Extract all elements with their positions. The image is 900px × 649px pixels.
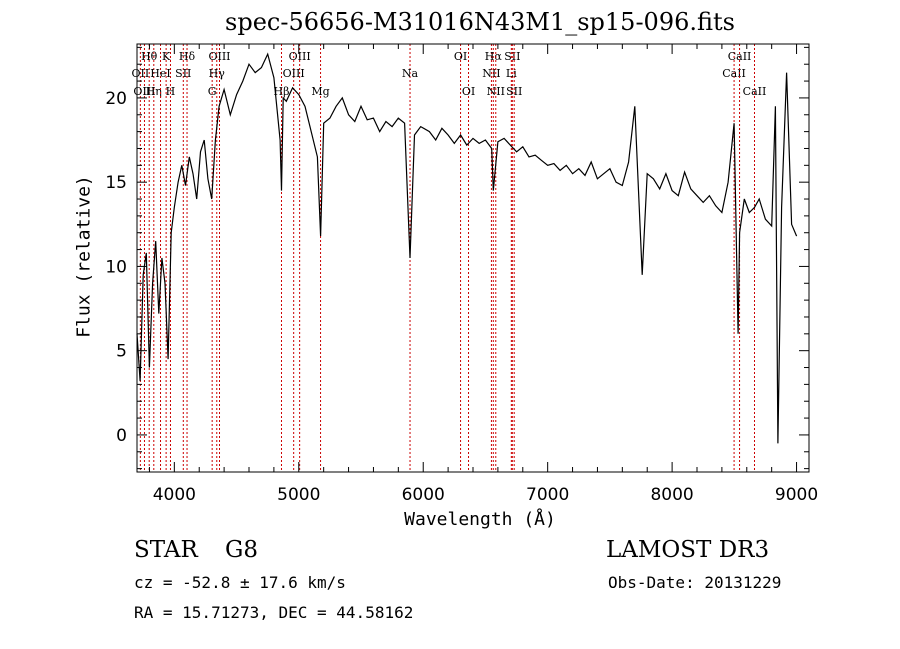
- x-axis-label: Wavelength (Å): [404, 509, 556, 530]
- line-marker-label-21: NII: [487, 85, 505, 98]
- line-marker-label-19: NII: [482, 67, 500, 80]
- obs-date: Obs-Date: 20131229: [608, 573, 782, 592]
- line-marker-label-12: Hβ: [274, 85, 290, 98]
- line-marker-label-16: Na: [402, 67, 419, 80]
- x-tick-label-5: 9000: [775, 485, 818, 505]
- object-class: STAR: [134, 537, 198, 563]
- coordinates-text: RA = 15.71273, DEC = 44.58162: [134, 603, 414, 622]
- line-marker-label-14: OIII: [289, 50, 311, 63]
- line-marker-label-6: H: [166, 85, 176, 98]
- y-tick-label-1: 5: [116, 342, 127, 362]
- line-marker-label-24: SII: [506, 85, 522, 98]
- line-marker-label-27: CaII: [743, 85, 767, 98]
- line-marker-label-7: SII: [175, 67, 191, 80]
- line-marker-label-26: CaII: [728, 50, 752, 63]
- line-marker-label-20: Hα: [485, 50, 503, 63]
- survey-name: LAMOST DR3: [606, 537, 770, 563]
- x-tick-label-1: 5000: [277, 485, 320, 505]
- x-tick-label-0: 4000: [153, 485, 196, 505]
- line-marker-label-4: HeI: [150, 67, 170, 80]
- line-marker-label-15: Mg: [311, 85, 329, 98]
- line-marker-label-23: Li: [506, 67, 517, 80]
- line-marker-label-9: G: [208, 85, 217, 98]
- redshift-text: cz = -52.8 ± 17.6 km/s: [134, 573, 346, 592]
- line-marker-label-25: CaII: [722, 67, 746, 80]
- x-tick-label-3: 7000: [526, 485, 569, 505]
- x-tick-label-4: 8000: [650, 485, 693, 505]
- y-tick-label-2: 10: [105, 257, 127, 277]
- spectrum-line: [136, 52, 798, 444]
- plot-frame: [136, 43, 810, 473]
- y-tick-label-0: 0: [116, 426, 127, 446]
- chart-title: spec-56656-M31016N43M1_sp15-096.fits: [225, 8, 735, 36]
- object-subclass: G8: [225, 537, 259, 563]
- y-tick-label-3: 15: [105, 173, 127, 193]
- line-marker-label-11: OIII: [208, 50, 230, 63]
- y-tick-label-4: 20: [105, 89, 127, 109]
- line-marker-label-0: Hθ: [141, 50, 158, 63]
- line-marker-label-8: Hδ: [179, 50, 196, 63]
- line-marker-label-1: OII: [132, 67, 150, 80]
- line-marker-label-22: SII: [504, 50, 520, 63]
- x-tick-label-2: 6000: [402, 485, 445, 505]
- line-marker-label-13: OIII: [283, 67, 305, 80]
- line-marker-label-5: K: [162, 50, 171, 63]
- line-marker-label-3: Hη: [146, 85, 162, 98]
- line-marker-label-10: Hγ: [209, 67, 226, 80]
- line-marker-label-2: OIII: [133, 85, 155, 98]
- y-axis-label: Flux (relative): [73, 175, 95, 338]
- line-marker-label-17: OI: [454, 50, 467, 63]
- line-marker-label-18: OI: [462, 85, 475, 98]
